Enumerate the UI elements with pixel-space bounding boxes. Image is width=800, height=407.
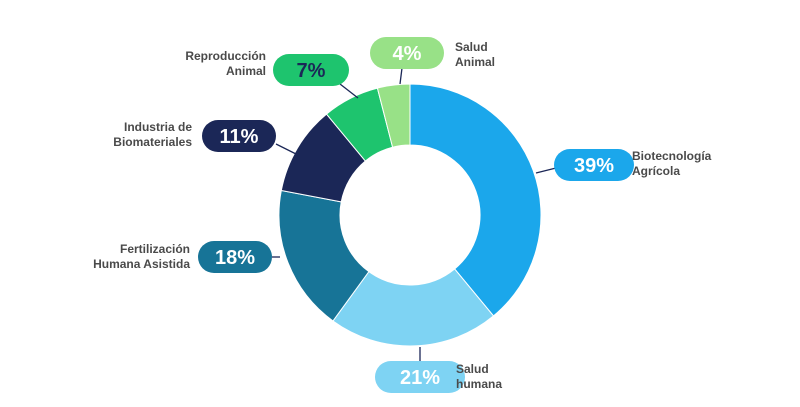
value-label: 11% bbox=[220, 126, 259, 148]
category-label: Industria de Biomateriales bbox=[113, 120, 192, 149]
connector-line bbox=[275, 143, 299, 156]
category-label: Salud Animal bbox=[455, 40, 495, 69]
value-pill-background bbox=[202, 120, 276, 152]
category-label-line: Biomateriales bbox=[113, 135, 192, 149]
value-pill: 11% bbox=[202, 120, 276, 152]
donut-slices bbox=[278, 83, 542, 347]
category-label: Fertilización Humana Asistida bbox=[93, 242, 190, 271]
value-pill: 7% bbox=[273, 54, 349, 86]
category-label-line: Humana Asistida bbox=[93, 257, 190, 271]
value-label: 7% bbox=[297, 60, 326, 82]
connector-line bbox=[339, 83, 359, 99]
value-pill-background bbox=[198, 241, 272, 273]
category-label-line: Salud bbox=[455, 40, 488, 54]
category-label-line: Reproducción bbox=[185, 49, 266, 63]
value-pill: 18% bbox=[198, 241, 272, 273]
category-label-line: Biotecnología bbox=[632, 149, 712, 163]
category-label-line: Industria de bbox=[124, 120, 192, 134]
connector-line bbox=[535, 167, 557, 174]
value-label: 21% bbox=[400, 367, 440, 389]
value-label: 4% bbox=[393, 43, 422, 65]
connector-lines bbox=[272, 67, 557, 362]
donut-slice bbox=[332, 268, 495, 347]
value-pill-background bbox=[370, 37, 444, 69]
connector-line bbox=[399, 67, 403, 85]
value-pill: 21% bbox=[375, 361, 465, 393]
category-label: Biotecnología Agrícola bbox=[632, 149, 712, 178]
category-label-line: humana bbox=[456, 377, 502, 391]
donut-slice bbox=[376, 83, 411, 148]
category-label-line: Animal bbox=[226, 64, 266, 78]
value-pill-background bbox=[375, 361, 465, 393]
category-label-line: Salud bbox=[456, 362, 489, 376]
value-pill-background bbox=[273, 54, 349, 86]
value-pill: 39% bbox=[554, 149, 634, 181]
value-label: 39% bbox=[574, 155, 614, 177]
value-pill-background bbox=[554, 149, 634, 181]
value-pill: 4% bbox=[370, 37, 444, 69]
category-label-line: Fertilización bbox=[120, 242, 190, 256]
category-label: Reproducción Animal bbox=[185, 49, 266, 78]
donut-slice bbox=[409, 83, 542, 317]
value-label: 18% bbox=[215, 247, 255, 269]
category-label-line: Animal bbox=[455, 55, 495, 69]
category-label: Salud humana bbox=[456, 362, 502, 391]
value-pills: 39% 21% 18% 11% 7% 4% bbox=[198, 37, 634, 393]
category-label-line: Agrícola bbox=[632, 164, 680, 178]
